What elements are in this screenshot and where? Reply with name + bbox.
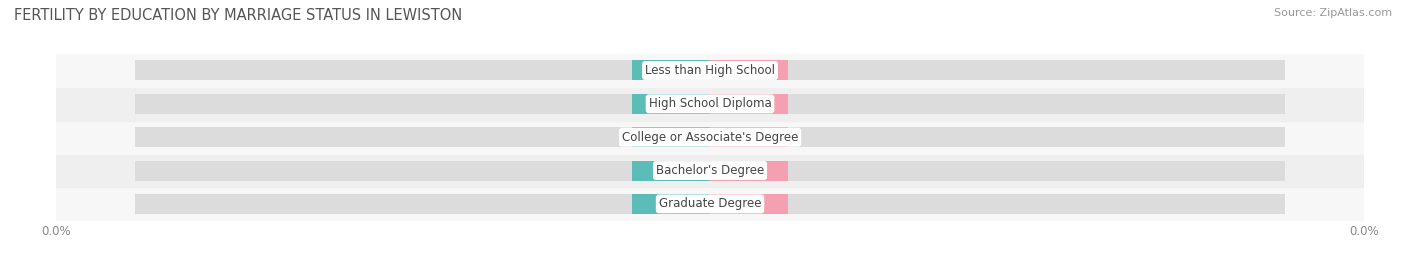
Text: 0.0%: 0.0% (734, 165, 765, 176)
Bar (56, 87, 1364, 121)
Bar (710, 94, 1285, 114)
Text: Graduate Degree: Graduate Degree (659, 197, 761, 210)
Bar (710, 194, 1285, 214)
Text: 0.0%: 0.0% (655, 165, 686, 176)
Bar (56, 54, 1364, 87)
Text: Bachelor's Degree: Bachelor's Degree (657, 164, 763, 177)
Text: 0.0%: 0.0% (734, 132, 765, 142)
Text: 0.0%: 0.0% (734, 65, 765, 76)
Bar (631, 94, 710, 114)
Bar (135, 194, 710, 214)
Text: 0.0%: 0.0% (655, 99, 686, 109)
Text: FERTILITY BY EDUCATION BY MARRIAGE STATUS IN LEWISTON: FERTILITY BY EDUCATION BY MARRIAGE STATU… (14, 8, 463, 23)
Bar (56, 121, 1364, 154)
Bar (710, 61, 1285, 80)
Text: High School Diploma: High School Diploma (648, 97, 772, 110)
Text: Source: ZipAtlas.com: Source: ZipAtlas.com (1274, 8, 1392, 18)
Text: 0.0%: 0.0% (734, 99, 765, 109)
Bar (56, 187, 1364, 221)
Bar (135, 94, 710, 114)
Text: Less than High School: Less than High School (645, 64, 775, 77)
Text: 0.0%: 0.0% (655, 65, 686, 76)
Bar (135, 127, 710, 147)
Bar (631, 127, 710, 147)
Bar (631, 61, 710, 80)
Bar (710, 127, 789, 147)
Bar (631, 161, 710, 180)
Bar (135, 161, 710, 180)
Text: College or Associate's Degree: College or Associate's Degree (621, 131, 799, 144)
Bar (135, 61, 710, 80)
Text: 0.0%: 0.0% (734, 199, 765, 209)
Text: 0.0%: 0.0% (655, 199, 686, 209)
Bar (710, 161, 1285, 180)
Bar (710, 194, 789, 214)
Bar (710, 127, 1285, 147)
Bar (710, 94, 789, 114)
Bar (710, 161, 789, 180)
Bar (710, 61, 789, 80)
Text: 0.0%: 0.0% (655, 132, 686, 142)
Bar (631, 194, 710, 214)
Bar (56, 154, 1364, 187)
